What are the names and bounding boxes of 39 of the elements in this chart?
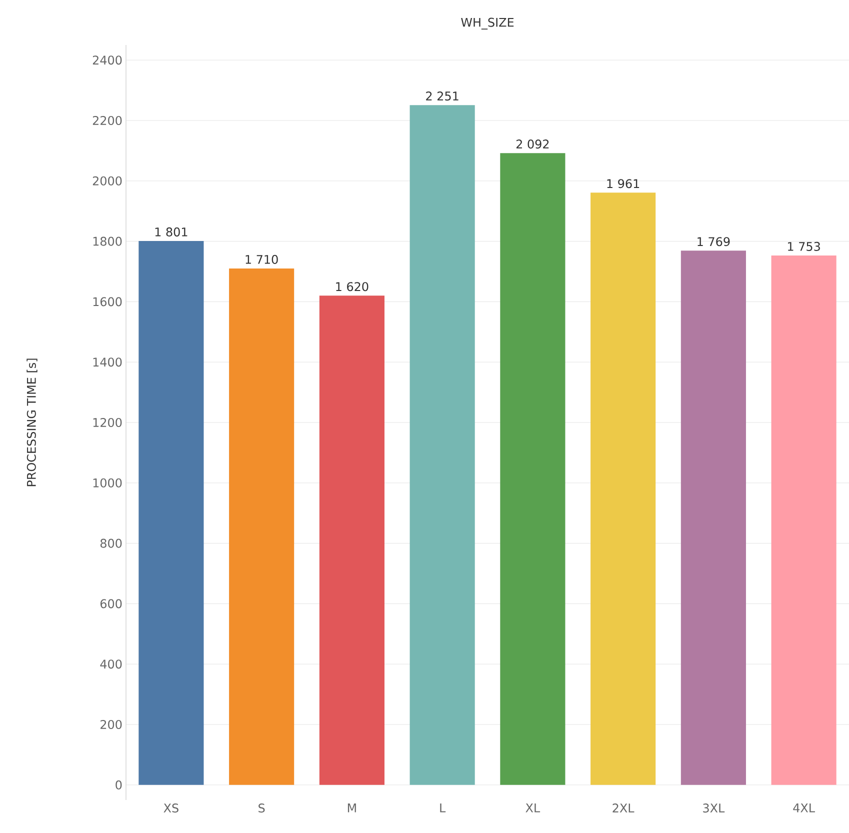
bar xyxy=(138,240,204,785)
x-tick-label: XL xyxy=(526,804,540,812)
bar xyxy=(229,268,294,785)
x-tick-label: 4XL xyxy=(793,804,815,812)
y-tick-label: 600 xyxy=(100,599,122,608)
data-label: 1 710 xyxy=(246,254,278,264)
chart-title: WH_SIZE xyxy=(461,18,514,30)
data-label: 1 620 xyxy=(336,282,368,292)
y-tick-label: 1400 xyxy=(93,358,122,367)
data-label: 1 769 xyxy=(698,237,730,246)
y-tick-label: 1200 xyxy=(93,418,122,428)
y-tick-label: 1000 xyxy=(93,478,122,488)
y-tick-label: 2000 xyxy=(92,176,122,186)
data-label: 1 801 xyxy=(155,227,188,236)
bar xyxy=(319,296,384,785)
x-tick-label: S xyxy=(258,804,265,813)
x-tick-label: 2XL xyxy=(612,804,634,812)
data-label: 1 753 xyxy=(788,242,820,251)
x-tick-label: XS xyxy=(164,804,178,813)
bar xyxy=(410,105,475,785)
data-label: 2 251 xyxy=(426,92,458,101)
bar xyxy=(771,255,836,785)
y-tick-label: 400 xyxy=(100,660,122,669)
y-tick-label: 2400 xyxy=(92,56,122,65)
y-tick-label: 1600 xyxy=(93,297,122,306)
data-label: 2 092 xyxy=(516,140,549,149)
y-tick-label: 2200 xyxy=(92,116,122,126)
y-tick-label: 800 xyxy=(100,538,122,548)
x-tick-label: 3XL xyxy=(703,804,725,813)
bar xyxy=(500,153,566,785)
y-tick-label: 0 xyxy=(116,780,122,790)
y-axis-title: PROCESSING TIME [s] xyxy=(26,358,38,486)
x-tick-label: L xyxy=(440,804,446,812)
y-tick-label: 1800 xyxy=(93,236,122,246)
bar xyxy=(680,250,746,785)
data-label: 1 961 xyxy=(607,179,640,188)
x-tick-label: M xyxy=(348,804,356,812)
bar xyxy=(590,192,656,785)
y-tick-label: 200 xyxy=(100,720,122,730)
